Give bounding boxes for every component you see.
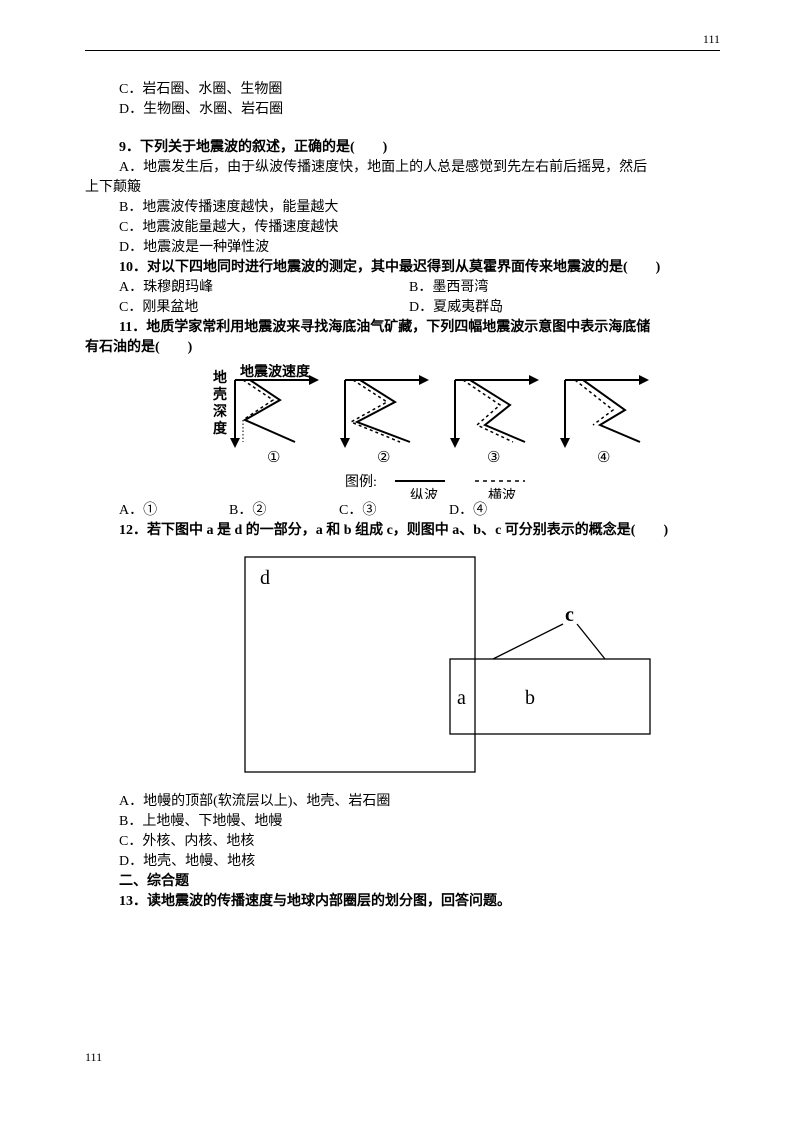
q8-option-d: D．生物圈、水圈、岩石圈 (85, 100, 725, 120)
svg-text:度: 度 (213, 420, 228, 437)
svg-text:③: ③ (487, 450, 500, 466)
q11-stem-line2: 有石油的是( ) (85, 338, 725, 358)
q12-option-b: B．上地幔、下地幔、地幔 (85, 812, 725, 832)
q9-option-d: D．地震波是一种弹性波 (85, 238, 725, 258)
q8-option-c: C．岩石圈、水圈、生物圈 (85, 80, 725, 100)
q13-stem: 13．读地震波的传播速度与地球内部圈层的划分图，回答问题。 (85, 892, 725, 912)
svg-text:横波: 横波 (488, 488, 516, 499)
q10-option-c: C．刚果盆地 (119, 298, 409, 318)
q10-option-b: B．墨西哥湾 (409, 278, 488, 298)
q11-options: A．① B．② C．③ D．④ (85, 501, 725, 521)
svg-text:壳: 壳 (212, 386, 227, 403)
q10-options-row1: A．珠穆朗玛峰 B．墨西哥湾 (85, 278, 725, 298)
q11-option-a: A．① (119, 501, 229, 521)
svg-text:b: b (525, 687, 535, 709)
page-number-top: 111 (703, 32, 720, 47)
svg-text:深: 深 (213, 403, 227, 420)
svg-text:d: d (260, 567, 270, 589)
q10-option-a: A．珠穆朗玛峰 (119, 278, 409, 298)
svg-text:地: 地 (213, 369, 227, 386)
q12-option-a: A．地幔的顶部(软流层以上)、地壳、岩石圈 (85, 792, 725, 812)
q11-stem-line1: 11．地质学家常利用地震波来寻找海底油气矿藏，下列四幅地震波示意图中表示海底储 (85, 318, 725, 338)
q9-option-c: C．地震波能量越大，传播速度越快 (85, 218, 725, 238)
q10-option-d: D．夏威夷群岛 (409, 298, 503, 318)
q12-diagram: d a b c (235, 549, 665, 784)
svg-text:图例:: 图例: (345, 474, 377, 490)
q11-option-c: C．③ (339, 501, 449, 521)
q11-diagram: 地壳深度 地震波速度 ① ② ③ ④ 图例: 纵波 横波 (205, 364, 675, 499)
section2-heading: 二、综合题 (85, 872, 725, 892)
q12-option-c: C．外核、内核、地核 (85, 832, 725, 852)
svg-text:④: ④ (597, 450, 610, 466)
q12-stem: 12．若下图中 a 是 d 的一部分，a 和 b 组成 c，则图中 a、b、c … (85, 521, 725, 541)
q11-option-d: D．④ (449, 501, 559, 521)
q12-option-d: D．地壳、地幔、地核 (85, 852, 725, 872)
header-rule (85, 50, 720, 51)
q9-option-b: B．地震波传播速度越快，能量越大 (85, 198, 725, 218)
svg-text:a: a (457, 687, 466, 709)
svg-text:②: ② (377, 450, 390, 466)
svg-text:①: ① (267, 450, 280, 466)
q9-option-a-line2: 上下颠簸 (85, 178, 725, 198)
svg-text:地震波速度: 地震波速度 (240, 364, 311, 380)
q9-option-a-line1: A．地震发生后，由于纵波传播速度快，地面上的人总是感觉到先左右前后摇晃，然后 (85, 158, 725, 178)
q10-stem: 10．对以下四地同时进行地震波的测定，其中最迟得到从莫霍界面传来地震波的是( ) (85, 258, 725, 278)
svg-text:c: c (565, 604, 574, 626)
svg-text:纵波: 纵波 (410, 488, 438, 499)
document-body: C．岩石圈、水圈、生物圈 D．生物圈、水圈、岩石圈 9．下列关于地震波的叙述，正… (85, 80, 725, 912)
q11-option-b: B．② (229, 501, 339, 521)
q9-stem: 9．下列关于地震波的叙述，正确的是( ) (85, 138, 725, 158)
q10-options-row2: C．刚果盆地 D．夏威夷群岛 (85, 298, 725, 318)
page-number-bottom: 111 (85, 1050, 102, 1065)
